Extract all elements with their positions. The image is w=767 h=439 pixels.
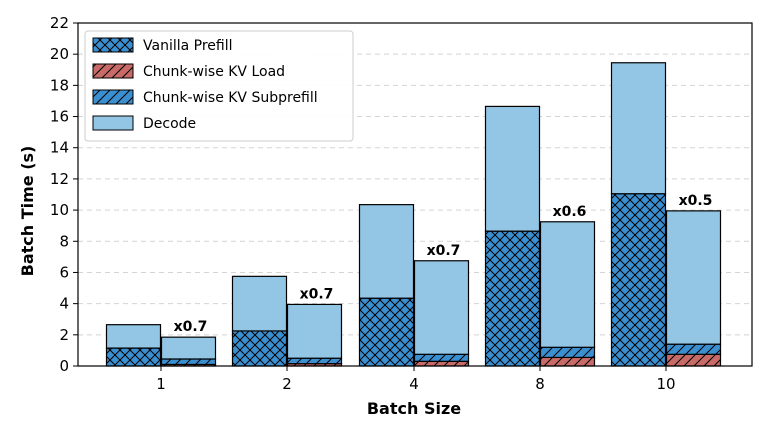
- x-tick-label: 10: [656, 375, 675, 393]
- bar-decode-chunk: [286, 303, 343, 359]
- legend-swatch-hatch: [93, 38, 133, 52]
- y-tick-label: 0: [59, 357, 69, 375]
- bar-kv-subprefill-hatch: [287, 358, 342, 364]
- bars: [105, 62, 722, 367]
- bar-decode-chunk: [665, 210, 722, 345]
- y-tick-label: 4: [59, 295, 69, 313]
- speedup-annotation: x0.7: [427, 243, 461, 259]
- x-axis-title: Batch Size: [367, 399, 461, 418]
- bar-decode-chunk: [413, 260, 470, 355]
- x-tick-label: 8: [535, 375, 545, 393]
- y-tick-label: 16: [50, 108, 69, 126]
- bar-vanilla-prefill-hatch: [106, 348, 161, 366]
- legend-label: Chunk-wise KV Subprefill: [143, 90, 318, 106]
- y-tick-label: 8: [59, 232, 69, 250]
- bar-decode-vanilla: [358, 204, 415, 299]
- bar-kv-subprefill-hatch: [414, 354, 469, 362]
- y-tick-label: 12: [50, 170, 69, 188]
- bar-kv-load-hatch: [540, 357, 595, 366]
- bar-decode-vanilla: [484, 105, 541, 232]
- bar-decode-chunk: [539, 221, 596, 348]
- bar-kv-load-hatch: [161, 364, 216, 366]
- y-tick-label: 6: [59, 263, 69, 281]
- bar-decode-vanilla: [610, 62, 667, 195]
- y-tick-label: 20: [50, 45, 69, 63]
- x-tick-label: 2: [282, 375, 292, 393]
- legend-label: Chunk-wise KV Load: [143, 64, 285, 80]
- bar-kv-subprefill-hatch: [666, 344, 721, 355]
- speedup-annotation: x0.6: [553, 204, 587, 220]
- bar-kv-load-hatch: [287, 363, 342, 366]
- y-tick-label: 18: [50, 76, 69, 94]
- x-tick-label: 1: [156, 375, 166, 393]
- y-tick-label: 22: [50, 14, 69, 32]
- bar-kv-load-hatch: [666, 354, 721, 366]
- speedup-annotation: x0.5: [679, 193, 713, 209]
- y-tick-label: 10: [50, 201, 69, 219]
- bar-decode-chunk: [160, 336, 217, 360]
- bar-kv-load-hatch: [414, 361, 469, 366]
- legend-swatch-hatch: [93, 64, 133, 78]
- bar-decode-vanilla: [231, 275, 288, 332]
- legend-box: [84, 30, 354, 142]
- legend-label: Decode: [143, 116, 196, 132]
- bar-vanilla-prefill-hatch: [611, 193, 666, 366]
- speedup-annotation: x0.7: [174, 319, 208, 335]
- y-tick-label: 14: [50, 139, 69, 157]
- speedup-annotation: x0.7: [300, 286, 334, 302]
- y-axis-title: Batch Time (s): [18, 146, 37, 277]
- legend-label: Vanilla Prefill: [143, 38, 233, 54]
- bar-vanilla-prefill-hatch: [232, 330, 287, 366]
- bar-vanilla-prefill-hatch: [359, 298, 414, 366]
- bar-vanilla-prefill-hatch: [485, 231, 540, 366]
- legend: Vanilla Prefill Chunk-wise KV Load Chunk-w…: [84, 30, 354, 142]
- bar-decode-vanilla: [105, 324, 162, 349]
- bar-kv-subprefill-hatch: [540, 347, 595, 358]
- y-tick-label: 2: [59, 326, 69, 344]
- bar-kv-subprefill-hatch: [161, 358, 216, 365]
- legend-swatch: [92, 115, 134, 131]
- axes: [73, 22, 753, 371]
- plot-frame: [77, 22, 753, 367]
- legend-swatch-hatch: [93, 90, 133, 104]
- labels: 0 2 4 6 8 10 12 14 16 18 20 22 x0.7 1 x0.7 2 x0.7 4 x0.6 8 x…: [50, 14, 713, 393]
- x-tick-label: 4: [409, 375, 419, 393]
